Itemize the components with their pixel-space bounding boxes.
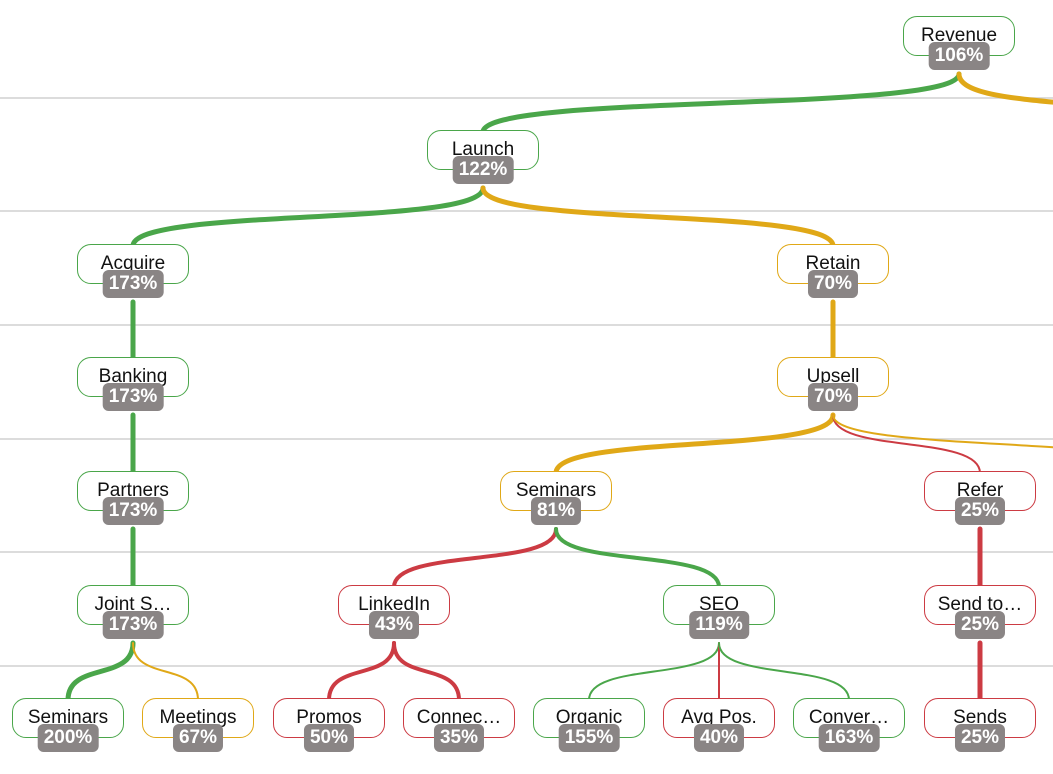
node-percent-badge: 25% (954, 724, 1006, 752)
node-percent-badge: 43% (368, 611, 420, 639)
node-linkedin[interactable]: LinkedIn 43% (338, 585, 450, 639)
node-seminars2[interactable]: Seminars 200% (12, 698, 124, 752)
node-acquire[interactable]: Acquire 173% (77, 244, 189, 298)
edge-joint-to-meetings (132, 642, 199, 701)
node-retain[interactable]: Retain 70% (777, 244, 889, 298)
tree-edges (65, 71, 1053, 703)
node-percent-badge: 106% (928, 42, 990, 70)
node-refer[interactable]: Refer 25% (924, 471, 1036, 525)
node-percent-badge: 173% (102, 270, 164, 298)
node-percent-badge: 25% (954, 497, 1006, 525)
node-launch[interactable]: Launch 122% (427, 130, 539, 184)
node-sends[interactable]: Sends 25% (924, 698, 1036, 752)
edge-joint-to-seminars2 (65, 640, 136, 703)
node-label: Send to… (924, 585, 1036, 625)
edge-seminars1-to-seo (554, 527, 721, 589)
node-percent-badge: 119% (689, 611, 749, 639)
node-label: Refer (924, 471, 1036, 511)
node-percent-badge: 50% (303, 724, 355, 752)
edge-linkedin-to-connec (392, 641, 461, 702)
node-percent-badge: 35% (433, 724, 485, 752)
edge-linkedin-to-promos (327, 641, 396, 702)
edge-revenue-to-offscreen-right-1 (956, 71, 1053, 105)
node-meetings[interactable]: Meetings 67% (142, 698, 254, 752)
node-label: Retain (777, 244, 889, 284)
node-percent-badge: 81% (530, 497, 582, 525)
node-upsell[interactable]: Upsell 70% (777, 357, 889, 411)
node-percent-badge: 70% (807, 270, 859, 298)
node-conver[interactable]: Conver… 163% (793, 698, 905, 752)
node-percent-badge: 163% (818, 724, 880, 752)
edge-seminars1-to-linkedin (392, 527, 558, 589)
node-percent-badge: 200% (37, 724, 99, 752)
node-percent-badge: 70% (807, 383, 859, 411)
node-percent-badge: 155% (558, 724, 620, 752)
edge-launch-to-retain (480, 185, 836, 249)
edge-upsell-to-offscreen-right-2 (832, 414, 1053, 449)
node-avgpos[interactable]: Avg Pos. 40% (663, 698, 775, 752)
edge-revenue-to-launch (480, 71, 962, 135)
node-seo[interactable]: SEO 119% (663, 585, 775, 639)
node-organic[interactable]: Organic 155% (533, 698, 645, 752)
node-percent-badge: 67% (172, 724, 224, 752)
node-joint[interactable]: Joint S… 173% (77, 585, 189, 639)
node-percent-badge: 122% (452, 156, 514, 184)
node-promos[interactable]: Promos 50% (273, 698, 385, 752)
node-percent-badge: 40% (693, 724, 745, 752)
edge-upsell-to-refer (832, 414, 981, 474)
node-revenue[interactable]: Revenue 106% (903, 16, 1015, 70)
node-percent-badge: 173% (102, 611, 164, 639)
node-label: Organic (533, 698, 645, 738)
edge-seo-to-conver (718, 642, 850, 701)
node-percent-badge: 25% (954, 611, 1006, 639)
node-seminars1[interactable]: Seminars 81% (500, 471, 612, 525)
node-sendto[interactable]: Send to… 25% (924, 585, 1036, 639)
edge-seo-to-organic (588, 642, 720, 701)
node-banking[interactable]: Banking 173% (77, 357, 189, 411)
node-percent-badge: 173% (102, 497, 164, 525)
node-percent-badge: 173% (102, 383, 164, 411)
node-partners[interactable]: Partners 173% (77, 471, 189, 525)
edge-upsell-to-seminars1 (553, 412, 836, 476)
node-connec[interactable]: Connec… 35% (403, 698, 515, 752)
node-label: Seminars (12, 698, 124, 738)
edge-launch-to-acquire (130, 185, 486, 249)
